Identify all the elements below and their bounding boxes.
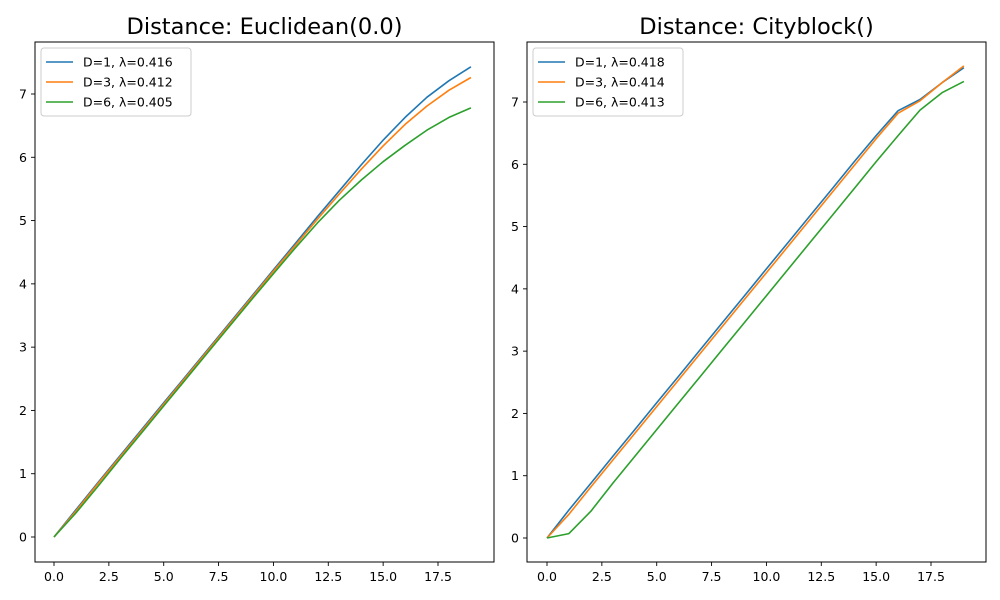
x-tick-label: 15.0 [862, 569, 890, 584]
x-tick-label: 7.5 [702, 569, 722, 584]
y-tick-label: 4 [19, 276, 27, 291]
legend-label: D=6, λ=0.405 [83, 95, 173, 110]
plot-lines [546, 65, 965, 539]
x-tick-label: 2.5 [592, 569, 612, 584]
series-line-3 [53, 107, 472, 538]
y-axis-ticks: 0 1 2 3 4 5 6 7 [19, 87, 35, 545]
y-axis-ticks: 0 1 2 3 4 5 6 7 [511, 95, 527, 546]
series-line-2 [546, 65, 965, 539]
plot-lines [53, 66, 472, 538]
y-tick-label: 2 [511, 406, 519, 421]
y-tick-label: 1 [19, 466, 27, 481]
legend-box [532, 47, 684, 117]
y-tick-label: 5 [19, 213, 27, 228]
y-tick-label: 7 [511, 95, 519, 110]
x-tick-label: 7.5 [209, 569, 229, 584]
legend-label: D=1, λ=0.416 [83, 55, 173, 70]
x-tick-label: 10.0 [753, 569, 781, 584]
chart-title: Distance: Cityblock() [639, 14, 873, 40]
x-tick-label: 15.0 [369, 569, 397, 584]
x-tick-label: 12.5 [807, 569, 835, 584]
x-axis-ticks: 0.0 2.5 5.0 7.5 10.0 12.5 15.0 17.5 [44, 562, 452, 584]
y-tick-label: 4 [511, 281, 519, 296]
x-tick-label: 12.5 [314, 569, 342, 584]
y-tick-label: 5 [511, 219, 519, 234]
axes-frame [34, 41, 495, 563]
x-tick-label: 17.5 [424, 569, 452, 584]
chart-title: Distance: Euclidean(0.0) [127, 14, 403, 40]
legend-label: D=1, λ=0.418 [575, 55, 665, 70]
y-tick-label: 6 [511, 157, 519, 172]
y-tick-label: 3 [19, 340, 27, 355]
y-tick-label: 0 [19, 530, 27, 545]
chart-cityblock: Distance: Cityblock() 0.0 2.5 5.0 7.5 10.0 12… [511, 14, 987, 584]
y-tick-label: 6 [19, 150, 27, 165]
x-tick-label: 5.0 [647, 569, 667, 584]
chart-euclidean: Distance: Euclidean(0.0) 0.0 2.5 5.0 7.5 10.… [19, 14, 495, 584]
legend-label: D=3, λ=0.412 [83, 75, 173, 90]
x-tick-label: 17.5 [917, 569, 945, 584]
legend-label: D=3, λ=0.414 [575, 75, 665, 90]
axes-frame [526, 41, 987, 563]
y-tick-label: 7 [19, 87, 27, 102]
series-line-3 [546, 80, 965, 539]
x-tick-label: 5.0 [154, 569, 174, 584]
y-tick-label: 2 [19, 403, 27, 418]
y-tick-label: 1 [511, 468, 519, 483]
legend: D=1, λ=0.418 D=3, λ=0.414 D=6, λ=0.413 [532, 47, 684, 117]
y-tick-label: 0 [511, 531, 519, 546]
series-line-1 [53, 66, 472, 538]
legend-box [40, 47, 192, 117]
legend: D=1, λ=0.416 D=3, λ=0.412 D=6, λ=0.405 [40, 47, 192, 117]
series-line-2 [53, 76, 472, 538]
legend-label: D=6, λ=0.413 [575, 95, 665, 110]
x-tick-label: 10.0 [260, 569, 288, 584]
x-axis-ticks: 0.0 2.5 5.0 7.5 10.0 12.5 15.0 17.5 [537, 562, 945, 584]
x-tick-label: 0.0 [537, 569, 557, 584]
y-tick-label: 3 [511, 344, 519, 359]
series-line-1 [546, 67, 965, 539]
x-tick-label: 0.0 [44, 569, 64, 584]
x-tick-label: 2.5 [99, 569, 119, 584]
